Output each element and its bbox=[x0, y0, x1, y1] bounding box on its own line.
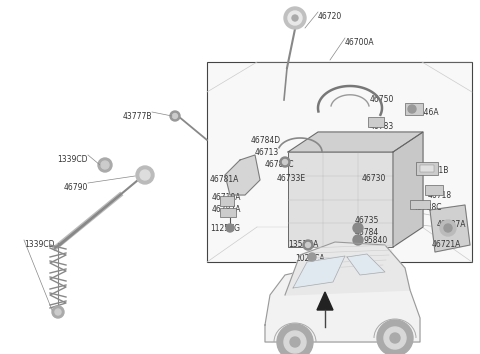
Circle shape bbox=[444, 224, 452, 232]
Polygon shape bbox=[347, 254, 385, 275]
Text: 46784D: 46784D bbox=[251, 136, 281, 145]
Text: 46718: 46718 bbox=[428, 191, 452, 200]
Text: 46720: 46720 bbox=[318, 12, 342, 21]
Circle shape bbox=[55, 309, 61, 315]
Circle shape bbox=[288, 11, 302, 25]
Polygon shape bbox=[430, 205, 470, 252]
Polygon shape bbox=[285, 242, 410, 295]
Circle shape bbox=[226, 224, 234, 232]
Circle shape bbox=[280, 157, 290, 167]
Text: 1339CD: 1339CD bbox=[58, 155, 88, 164]
Text: 46700A: 46700A bbox=[345, 38, 374, 47]
Polygon shape bbox=[317, 292, 333, 310]
Text: 46733E: 46733E bbox=[277, 174, 306, 183]
Text: 1125KG: 1125KG bbox=[210, 224, 240, 233]
Text: 1351GA: 1351GA bbox=[288, 240, 318, 249]
Text: 1022CA: 1022CA bbox=[295, 254, 324, 263]
Circle shape bbox=[277, 324, 313, 354]
Circle shape bbox=[440, 220, 456, 236]
Text: 46781A: 46781A bbox=[210, 175, 240, 184]
Bar bbox=[410, 200, 430, 209]
Text: 46710A: 46710A bbox=[212, 193, 241, 202]
Text: 46735: 46735 bbox=[355, 216, 379, 225]
Circle shape bbox=[284, 7, 306, 29]
Circle shape bbox=[305, 242, 311, 247]
Bar bbox=[368, 117, 384, 127]
Bar bbox=[207, 62, 472, 262]
Circle shape bbox=[303, 240, 313, 250]
Text: 46790: 46790 bbox=[64, 183, 88, 192]
Circle shape bbox=[52, 306, 64, 318]
Polygon shape bbox=[393, 132, 423, 247]
Circle shape bbox=[377, 320, 413, 354]
Bar bbox=[288, 152, 393, 247]
Bar bbox=[425, 185, 443, 195]
Circle shape bbox=[140, 170, 150, 180]
Bar bbox=[416, 162, 438, 175]
Circle shape bbox=[284, 331, 306, 353]
Text: 1339CD: 1339CD bbox=[24, 240, 55, 249]
Text: 46787A: 46787A bbox=[437, 220, 467, 229]
Text: 95840: 95840 bbox=[363, 236, 387, 245]
Circle shape bbox=[136, 166, 154, 184]
Circle shape bbox=[172, 114, 178, 119]
Circle shape bbox=[98, 158, 112, 172]
Text: 46730: 46730 bbox=[362, 174, 386, 183]
Text: 46787A: 46787A bbox=[212, 205, 241, 214]
Circle shape bbox=[390, 333, 400, 343]
Circle shape bbox=[290, 337, 300, 347]
Polygon shape bbox=[288, 132, 423, 152]
Text: 46738C: 46738C bbox=[413, 203, 443, 212]
Circle shape bbox=[384, 327, 406, 349]
Text: 46783: 46783 bbox=[370, 122, 394, 131]
Bar bbox=[420, 165, 434, 172]
Text: 95761B: 95761B bbox=[420, 166, 449, 175]
Circle shape bbox=[353, 235, 363, 245]
Text: 46784: 46784 bbox=[355, 228, 379, 237]
Text: 46750: 46750 bbox=[370, 95, 395, 104]
Bar bbox=[405, 103, 423, 115]
Text: 43777B: 43777B bbox=[122, 112, 152, 121]
Text: 46746A: 46746A bbox=[410, 108, 440, 117]
Polygon shape bbox=[265, 268, 420, 342]
Polygon shape bbox=[293, 256, 345, 288]
Circle shape bbox=[308, 253, 316, 261]
Bar bbox=[220, 196, 234, 206]
Circle shape bbox=[283, 160, 288, 165]
Circle shape bbox=[101, 161, 109, 169]
Circle shape bbox=[292, 15, 298, 21]
Polygon shape bbox=[225, 155, 260, 195]
Text: 46713: 46713 bbox=[255, 148, 279, 157]
Circle shape bbox=[353, 223, 363, 233]
Circle shape bbox=[408, 105, 416, 113]
Text: 46784C: 46784C bbox=[265, 160, 295, 169]
Circle shape bbox=[170, 111, 180, 121]
Bar bbox=[220, 208, 236, 217]
Text: 46721A: 46721A bbox=[432, 240, 461, 249]
